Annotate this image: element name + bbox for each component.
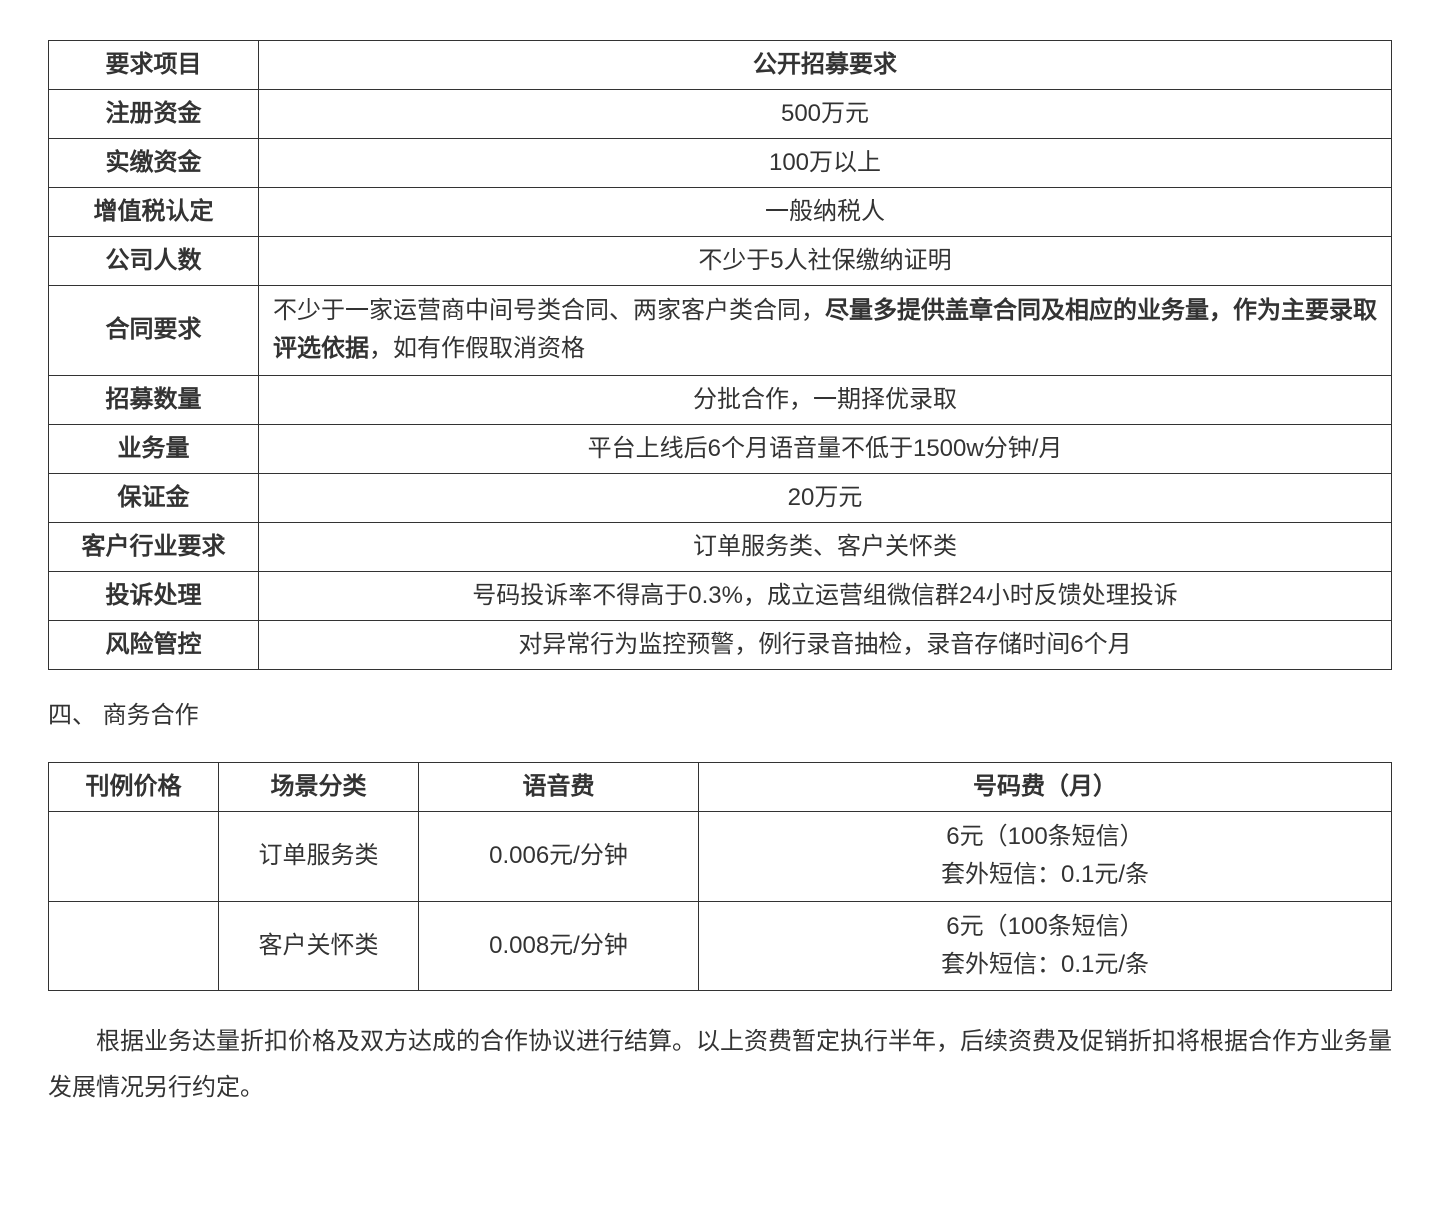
row-value: 对异常行为监控预警，例行录音抽检，录音存储时间6个月 (259, 620, 1392, 669)
pricing-row: 订单服务类 0.006元/分钟 6元（100条短信） 套外短信：0.1元/条 (49, 811, 1392, 901)
row-label: 客户行业要求 (49, 522, 259, 571)
row-value: 100万以上 (259, 139, 1392, 188)
row-value: 500万元 (259, 90, 1392, 139)
contract-post: ，如有作假取消资格 (369, 335, 585, 362)
row-label: 风险管控 (49, 620, 259, 669)
row-value-contract: 不少于一家运营商中间号类合同、两家客户类合同，尽量多提供盖章合同及相应的业务量，… (259, 286, 1392, 376)
row-value: 一般纳税人 (259, 188, 1392, 237)
pricing-header-c2: 场景分类 (219, 762, 419, 811)
pricing-c3: 0.006元/分钟 (419, 811, 699, 901)
table-row: 风险管控 对异常行为监控预警，例行录音抽检，录音存储时间6个月 (49, 620, 1392, 669)
table-row: 实缴资金 100万以上 (49, 139, 1392, 188)
pricing-header-c4: 号码费（月） (699, 762, 1392, 811)
table-row: 招募数量 分批合作，一期择优录取 (49, 375, 1392, 424)
table-row: 注册资金 500万元 (49, 90, 1392, 139)
table-row: 业务量 平台上线后6个月语音量不低于1500w分钟/月 (49, 424, 1392, 473)
pricing-c4-line2: 套外短信：0.1元/条 (713, 856, 1377, 894)
row-value: 号码投诉率不得高于0.3%，成立运营组微信群24小时反馈处理投诉 (259, 571, 1392, 620)
pricing-row: 客户关怀类 0.008元/分钟 6元（100条短信） 套外短信：0.1元/条 (49, 901, 1392, 991)
table-row: 客户行业要求 订单服务类、客户关怀类 (49, 522, 1392, 571)
row-label: 增值税认定 (49, 188, 259, 237)
contract-pre: 不少于一家运营商中间号类合同、两家客户类合同， (273, 297, 825, 324)
pricing-c4: 6元（100条短信） 套外短信：0.1元/条 (699, 811, 1392, 901)
table-row: 保证金 20万元 (49, 473, 1392, 522)
table-header-row: 要求项目 公开招募要求 (49, 41, 1392, 90)
pricing-c3: 0.008元/分钟 (419, 901, 699, 991)
pricing-c2: 订单服务类 (219, 811, 419, 901)
settlement-paragraph: 根据业务达量折扣价格及双方达成的合作协议进行结算。以上资费暂定执行半年，后续资费… (48, 1019, 1392, 1110)
table-row-contract: 合同要求 不少于一家运营商中间号类合同、两家客户类合同，尽量多提供盖章合同及相应… (49, 286, 1392, 376)
pricing-c1 (49, 901, 219, 991)
row-value: 20万元 (259, 473, 1392, 522)
row-label: 招募数量 (49, 375, 259, 424)
pricing-header-c3: 语音费 (419, 762, 699, 811)
row-value: 分批合作，一期择优录取 (259, 375, 1392, 424)
table-row: 投诉处理 号码投诉率不得高于0.3%，成立运营组微信群24小时反馈处理投诉 (49, 571, 1392, 620)
row-label: 保证金 (49, 473, 259, 522)
pricing-c4-line1: 6元（100条短信） (713, 818, 1377, 856)
row-label: 注册资金 (49, 90, 259, 139)
pricing-c2: 客户关怀类 (219, 901, 419, 991)
header-value: 公开招募要求 (259, 41, 1392, 90)
pricing-table: 刊例价格 场景分类 语音费 号码费（月） 订单服务类 0.006元/分钟 6元（… (48, 762, 1392, 992)
row-label: 公司人数 (49, 237, 259, 286)
row-value: 订单服务类、客户关怀类 (259, 522, 1392, 571)
pricing-c4: 6元（100条短信） 套外短信：0.1元/条 (699, 901, 1392, 991)
pricing-c1 (49, 811, 219, 901)
row-label: 业务量 (49, 424, 259, 473)
section-heading: 四、 商务合作 (48, 698, 1392, 734)
pricing-header-row: 刊例价格 场景分类 语音费 号码费（月） (49, 762, 1392, 811)
table-row: 增值税认定 一般纳税人 (49, 188, 1392, 237)
pricing-header-c1: 刊例价格 (49, 762, 219, 811)
requirements-table: 要求项目 公开招募要求 注册资金 500万元 实缴资金 100万以上 增值税认定… (48, 40, 1392, 670)
row-label: 合同要求 (49, 286, 259, 376)
row-value: 平台上线后6个月语音量不低于1500w分钟/月 (259, 424, 1392, 473)
row-value: 不少于5人社保缴纳证明 (259, 237, 1392, 286)
header-label: 要求项目 (49, 41, 259, 90)
pricing-c4-line2: 套外短信：0.1元/条 (713, 946, 1377, 984)
pricing-c4-line1: 6元（100条短信） (713, 908, 1377, 946)
row-label: 投诉处理 (49, 571, 259, 620)
row-label: 实缴资金 (49, 139, 259, 188)
table-row: 公司人数 不少于5人社保缴纳证明 (49, 237, 1392, 286)
